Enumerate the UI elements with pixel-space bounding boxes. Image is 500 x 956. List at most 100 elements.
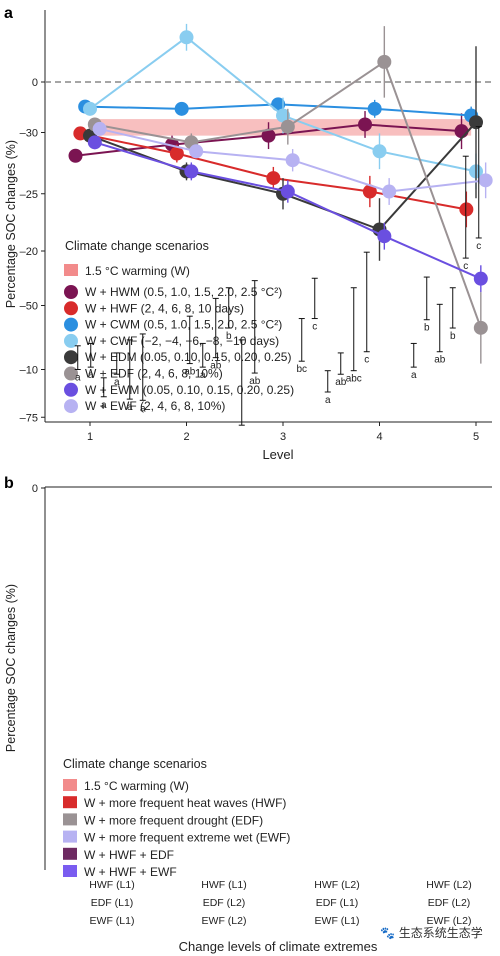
y-tick-label: –10	[20, 365, 38, 377]
series-line-edm	[89, 121, 477, 231]
legend-swatch	[63, 813, 77, 826]
group-label: EDF (L2)	[428, 897, 471, 909]
significance-letter: a	[200, 370, 206, 381]
group-label: EDF (L2)	[203, 897, 246, 909]
legend-swatch	[63, 830, 77, 843]
legend-swatch	[63, 865, 77, 877]
significance-letter: bc	[296, 364, 307, 375]
group-label: EWF (L2)	[427, 915, 472, 927]
data-point-hwf	[362, 184, 377, 199]
legend-swatch-cwf	[64, 333, 78, 348]
y-tick-label: –75	[20, 412, 38, 424]
group-label: EWF (L1)	[315, 915, 360, 927]
significance-letter: ab	[249, 376, 261, 387]
data-point-hwm	[261, 128, 276, 143]
data-point-hwf	[459, 202, 474, 217]
group-label: HWF (L1)	[89, 879, 135, 891]
legend-label: 1.5 °C warming (W)	[84, 779, 189, 793]
y-tick-label: –25	[20, 189, 38, 201]
significance-letter: ab	[335, 377, 347, 388]
legend-swatch	[63, 779, 77, 791]
data-point-cwm	[367, 101, 382, 116]
panel-a-axes: 0 –25 –50 –75 1 2 3 4 5	[20, 10, 492, 443]
panel-b-legend: Climate change scenarios 1.5 °C warming (…	[63, 757, 290, 879]
data-point-cwm	[174, 101, 189, 116]
legend-title: Climate change scenarios	[63, 757, 207, 771]
data-point-ewf	[285, 153, 300, 168]
significance-letter: b	[424, 323, 430, 334]
legend-label-edf: W + EDF (2, 4, 6, 8, 10%)	[85, 367, 223, 381]
group-label: HWF (L2)	[426, 879, 472, 891]
legend-label-warming: 1.5 °C warming (W)	[85, 264, 190, 278]
group-label: EWF (L2)	[202, 915, 247, 927]
significance-letter: a	[75, 373, 81, 384]
legend-label-edm: W + EDM (0.05, 0.10, 0.15, 0.20, 0.25)	[85, 350, 291, 364]
panel-a-legend: Climate change scenarios 1.5 °C warming (…	[64, 239, 294, 414]
legend-label-hwm: W + HWM (0.5, 1.0, 1.5, 2.0, 2.5 °C²)	[85, 285, 282, 299]
series-ewf	[92, 121, 493, 205]
panel-a-series	[68, 23, 493, 364]
significance-letter: ab	[210, 361, 222, 372]
data-point-cwf	[179, 30, 194, 45]
series-ewm	[87, 135, 488, 293]
data-point-hwm	[68, 148, 83, 163]
group-label: HWF (L2)	[314, 879, 360, 891]
legend-label: W + HWF + EDF	[84, 848, 174, 862]
legend-swatch-warming	[64, 264, 78, 276]
legend-title: Climate change scenarios	[65, 239, 209, 253]
significance-letter: c	[364, 355, 369, 366]
data-point-ewm	[87, 135, 102, 150]
legend-label: W + more frequent drought (EDF)	[84, 813, 263, 827]
significance-letter: a	[325, 395, 331, 406]
data-point-ewf	[92, 121, 107, 136]
significance-letter: a	[140, 403, 146, 414]
series-hwm	[68, 111, 469, 163]
group-label: EDF (L1)	[91, 897, 134, 909]
legend-swatch-cwm	[64, 317, 78, 332]
data-point-edm	[469, 115, 483, 130]
series-edf	[87, 26, 488, 364]
panel-b-ylabel: Percentage SOC changes (%)	[4, 584, 18, 752]
legend-swatch-edf	[64, 366, 78, 381]
panel-a: a 0 –25 –50 –75 1 2 3 4 5 Level Percentage SOC c…	[4, 5, 493, 462]
legend-label-cwm: W + CWM (0.5, 1.0, 1.5, 2.0, 2.5 °C²)	[85, 318, 282, 332]
legend-swatch-ewf	[64, 399, 78, 414]
data-point-ewm	[473, 271, 488, 286]
x-tick-label: 3	[280, 431, 286, 443]
y-tick-label: –20	[20, 246, 38, 258]
significance-letter: c	[312, 322, 317, 333]
data-point-ewf	[478, 173, 493, 188]
panel-b-label: b	[4, 475, 14, 492]
data-point-cwf	[83, 101, 97, 116]
legend-swatch-hwf	[64, 301, 78, 316]
data-point-cwf	[372, 144, 387, 159]
legend-swatch-hwm	[64, 285, 78, 299]
x-tick-label: 1	[87, 431, 93, 443]
significance-letter: c	[476, 241, 481, 252]
group-label: EWF (L1)	[90, 915, 135, 927]
group-label: HWF (L1)	[201, 879, 247, 891]
legend-label: W + HWF + EWF	[84, 865, 177, 879]
significance-letter: abc	[346, 374, 362, 385]
data-point-edf	[280, 119, 295, 134]
legend-label-ewf: W + EWF (2, 4, 6, 8, 10%)	[85, 399, 225, 413]
data-point-edf	[473, 320, 488, 335]
series-cwf	[83, 23, 483, 190]
significance-letter: a	[411, 370, 417, 381]
legend-swatch	[63, 796, 77, 809]
panel-b-xlabel: Change levels of climate extremes	[179, 939, 378, 954]
legend-label: W + more frequent heat waves (HWF)	[84, 796, 286, 810]
data-point-ewf	[382, 184, 397, 199]
legend-swatch-edm	[64, 350, 78, 365]
data-point-edf	[377, 54, 392, 69]
significance-letter: b	[450, 331, 456, 342]
y-tick-label: –50	[20, 301, 38, 313]
data-point-ewm	[280, 184, 295, 199]
significance-letter: a	[101, 400, 107, 411]
